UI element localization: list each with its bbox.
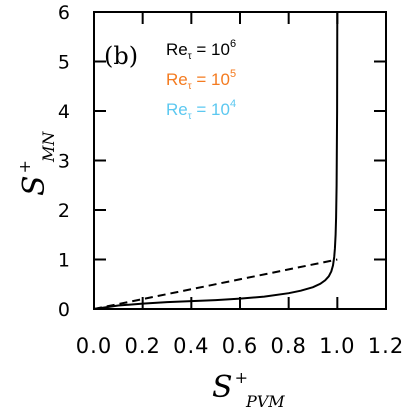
series-group (93, 11, 339, 310)
y-axis-label: S + MN (15, 131, 58, 196)
x-tick-label: 0.0 (76, 334, 112, 358)
y-axis-symbol: S (17, 175, 52, 196)
panel-label: (b) (104, 42, 138, 70)
x-tick-label: 0.4 (173, 334, 209, 358)
x-tick-label: 0.2 (124, 334, 160, 358)
y-tick-label: 3 (58, 151, 70, 173)
y-axis-label-group: S + MN (15, 131, 58, 196)
y-tick-label: 5 (58, 52, 70, 74)
x-axis-sub: PVM (245, 392, 285, 408)
legend: Reτ = 106 Reτ = 105 Reτ = 104 (166, 38, 236, 122)
x-axis-sup: + (235, 368, 248, 387)
legend-entry: Reτ = 106 (166, 38, 236, 62)
y-axis-sub: MN (39, 131, 58, 163)
y-tick-label: 2 (58, 200, 70, 222)
series-line-solid (93, 11, 339, 310)
x-axis-symbol: S (212, 370, 233, 405)
y-axis-sup: + (15, 160, 34, 173)
legend-entry: Reτ = 104 (166, 98, 236, 122)
y-tick-label: 6 (58, 2, 70, 24)
legend-entry: Reτ = 105 (166, 68, 236, 92)
x-tick-label: 0.6 (222, 334, 258, 358)
y-tick-label: 0 (58, 299, 70, 321)
y-tick-labels: 0 1 2 3 4 5 6 (58, 2, 70, 321)
y-tick-label: 1 (58, 250, 70, 272)
x-tick-label: 1.0 (319, 334, 355, 358)
x-axis-label: S + PVM (212, 368, 285, 408)
y-tick-label: 4 (58, 101, 70, 123)
x-tick-labels: 0.0 0.2 0.4 0.6 0.8 1.0 1.2 (76, 334, 404, 358)
x-tick-label: 1.2 (368, 334, 404, 358)
series-line-dashed (93, 258, 338, 310)
x-tick-label: 0.8 (270, 334, 306, 358)
